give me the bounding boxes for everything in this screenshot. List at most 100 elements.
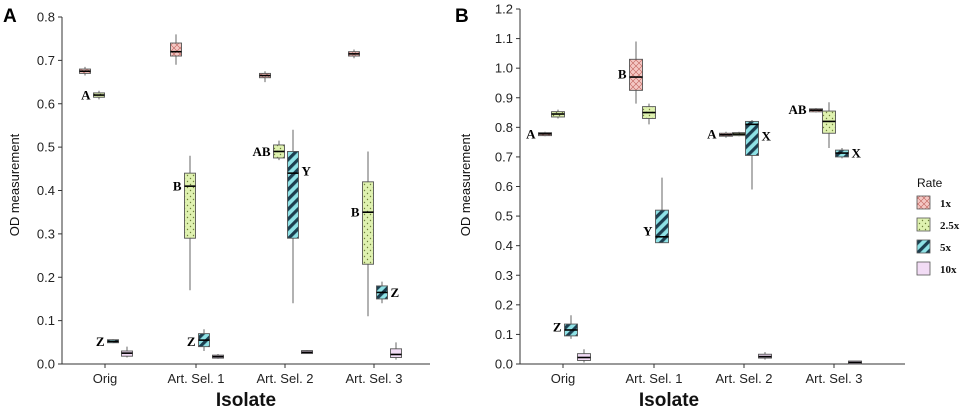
box-5x-orig bbox=[564, 315, 578, 339]
significance-label: X bbox=[852, 146, 862, 161]
y-tick-label: 0.7 bbox=[495, 149, 513, 164]
significance-label: A bbox=[526, 126, 536, 141]
y-tick-label: 0.3 bbox=[37, 226, 55, 241]
box-2-5x-orig bbox=[93, 90, 105, 100]
legend-title: Rate bbox=[917, 176, 943, 190]
box-10x-art-sel-3 bbox=[390, 342, 402, 360]
box-10x-art-sel-2 bbox=[301, 350, 313, 355]
significance-label: A bbox=[707, 126, 717, 141]
box-2-5x-art-sel-2 bbox=[732, 131, 746, 137]
box-10x-art-sel-2 bbox=[758, 352, 772, 360]
panel-label-b: B bbox=[455, 6, 469, 27]
x-tick-label-art-sel-3: Art. Sel. 3 bbox=[805, 371, 862, 386]
box-5x-art-sel-3 bbox=[376, 281, 388, 304]
box-body bbox=[655, 209, 669, 244]
x-tick-label-art-sel-2: Art. Sel. 2 bbox=[715, 371, 772, 386]
y-tick-label: 0.4 bbox=[37, 183, 55, 198]
box-2-5x-orig bbox=[551, 109, 565, 119]
significance-label: X bbox=[762, 129, 772, 144]
box-body bbox=[745, 120, 759, 156]
y-tick-label: 0.5 bbox=[495, 209, 513, 224]
box-5x-art-sel-2 bbox=[745, 119, 759, 190]
y-tick-label: 0.1 bbox=[37, 313, 55, 328]
legend-label-1x: 1x bbox=[940, 198, 952, 210]
x-axis-title-a: Isolate bbox=[216, 390, 276, 411]
y-axis-title-b: OD measurement bbox=[458, 133, 473, 236]
y-tick-label: 0.6 bbox=[495, 179, 513, 194]
box-2-5x-art-sel-3 bbox=[822, 102, 836, 149]
y-tick-label: 0.3 bbox=[495, 268, 513, 283]
box-5x-art-sel-2 bbox=[287, 129, 299, 304]
y-tick-label: 1.0 bbox=[495, 61, 513, 76]
significance-label: B bbox=[618, 67, 627, 82]
box-1x-orig bbox=[538, 131, 552, 137]
x-tick-label-orig: Orig bbox=[93, 371, 118, 386]
box-1x-art-sel-3 bbox=[809, 108, 823, 113]
y-tick-label: 0.8 bbox=[495, 120, 513, 135]
x-tick-label-art-sel-3: Art. Sel. 3 bbox=[345, 371, 402, 386]
significance-label: Y bbox=[643, 223, 653, 238]
box-1x-art-sel-2 bbox=[719, 131, 733, 138]
box-2-5x-art-sel-1 bbox=[184, 155, 196, 291]
y-tick-label: 0.6 bbox=[37, 96, 55, 111]
legend-swatch-2-5x bbox=[916, 217, 931, 232]
box-10x-orig bbox=[121, 346, 133, 358]
box-body bbox=[170, 42, 182, 57]
y-tick-label: 1.1 bbox=[495, 31, 513, 46]
box-body bbox=[629, 58, 643, 91]
box-1x-art-sel-1 bbox=[170, 34, 182, 65]
legend-swatch-10x bbox=[916, 261, 931, 276]
y-tick-label: 0.1 bbox=[495, 327, 513, 342]
significance-label: Z bbox=[187, 334, 196, 349]
box-1x-art-sel-2 bbox=[259, 71, 271, 83]
y-tick-label: 0.2 bbox=[495, 297, 513, 312]
y-axis-title-a: OD measurement bbox=[7, 133, 22, 236]
box-1x-art-sel-3 bbox=[348, 49, 360, 59]
box-5x-art-sel-1 bbox=[198, 329, 210, 351]
significance-label: Z bbox=[391, 285, 400, 300]
y-tick-label: 0.5 bbox=[37, 140, 55, 155]
panel-label-a: A bbox=[3, 6, 17, 27]
box-2-5x-art-sel-1 bbox=[642, 103, 656, 125]
legend: Rate 1x 2.5x 5x 10x bbox=[916, 176, 960, 276]
y-tick-label: 0.4 bbox=[495, 238, 513, 253]
significance-label: B bbox=[351, 205, 360, 220]
x-tick-label-art-sel-2: Art. Sel. 2 bbox=[256, 371, 313, 386]
box-body bbox=[362, 181, 374, 265]
box-5x-orig bbox=[107, 339, 119, 344]
y-tick-label: 0.0 bbox=[495, 357, 513, 372]
panel-a-plot: 0.0 0.1 0.2 0.3 0.4 0.5 0.6 0.7 0.8 Orig Art. Sel.… bbox=[37, 10, 430, 386]
significance-label: A bbox=[81, 88, 91, 103]
legend-label-10x: 10x bbox=[940, 264, 957, 276]
box-5x-art-sel-1 bbox=[655, 177, 669, 244]
box-10x-art-sel-1 bbox=[212, 354, 224, 359]
box-5x-art-sel-3 bbox=[835, 148, 849, 159]
x-tick-label-art-sel-1: Art. Sel. 1 bbox=[625, 371, 682, 386]
box-2-5x-art-sel-3 bbox=[362, 151, 374, 317]
significance-label: Z bbox=[553, 320, 562, 335]
significance-label: AB bbox=[788, 102, 806, 117]
box-10x-orig bbox=[577, 349, 591, 363]
x-tick-label-art-sel-1: Art. Sel. 1 bbox=[167, 371, 224, 386]
box-2-5x-art-sel-2 bbox=[273, 140, 285, 161]
significance-label: Y bbox=[302, 163, 312, 178]
y-tick-label: 0.0 bbox=[37, 357, 55, 372]
x-axis-title-b: Isolate bbox=[639, 390, 699, 411]
significance-label: AB bbox=[252, 144, 270, 159]
significance-label: Z bbox=[96, 334, 105, 349]
significance-label: B bbox=[173, 179, 182, 194]
box-1x-art-sel-1 bbox=[629, 41, 643, 104]
y-tick-label: 1.2 bbox=[495, 2, 513, 17]
legend-swatch-5x bbox=[916, 239, 931, 254]
box-10x-art-sel-3 bbox=[848, 360, 862, 365]
legend-label-2-5x: 2.5x bbox=[940, 220, 960, 232]
box-1x-orig bbox=[79, 66, 91, 76]
y-tick-label: 0.8 bbox=[37, 10, 55, 25]
panel-b-plot: 0.0 0.1 0.2 0.3 0.4 0.5 0.6 0.7 0.8 0.9 1.0 1.1 1.2 O… bbox=[495, 2, 905, 386]
x-tick-label-orig: Orig bbox=[551, 371, 576, 386]
box-body bbox=[390, 348, 402, 358]
legend-swatch-1x bbox=[916, 195, 931, 210]
y-tick-label: 0.2 bbox=[37, 270, 55, 285]
legend-label-5x: 5x bbox=[940, 242, 952, 254]
